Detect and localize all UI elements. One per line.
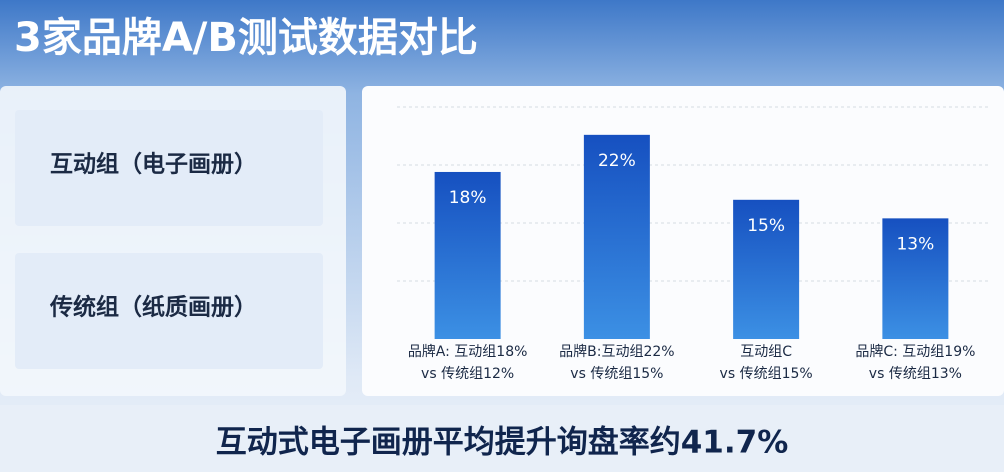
value-label: 18% (449, 188, 487, 208)
value-label: 13% (896, 234, 934, 254)
group-label: 传统组（纸质画册） (49, 294, 257, 321)
group-box (15, 253, 323, 369)
bar (583, 134, 650, 339)
title: 3家品牌A/B测试数据对比 (14, 15, 478, 61)
x-tick-label: vs 传统组13% (869, 366, 962, 382)
footer-band (0, 405, 1004, 472)
bar (434, 171, 501, 339)
footer: 互动式电子画册平均提升询盘率约41.7% (216, 425, 789, 461)
x-tick-label: vs 传统组12% (421, 366, 514, 382)
x-tick-label: 互动组C (740, 344, 792, 360)
value-label: 22% (598, 151, 636, 171)
x-tick-label: 品牌A: 互动组18% (408, 343, 528, 360)
chart-panel (362, 86, 1004, 396)
value-label: 15% (747, 216, 785, 236)
bar (882, 218, 949, 339)
x-tick-label: vs 传统组15% (570, 366, 663, 382)
group-box (15, 110, 323, 226)
bar (733, 199, 800, 339)
x-tick-label: vs 传统组15% (720, 366, 813, 382)
x-tick-label: 品牌B:互动组22% (559, 343, 674, 360)
group-label: 互动组（电子画册） (50, 151, 257, 178)
x-tick-label: 品牌C: 互动组19% (855, 343, 975, 360)
